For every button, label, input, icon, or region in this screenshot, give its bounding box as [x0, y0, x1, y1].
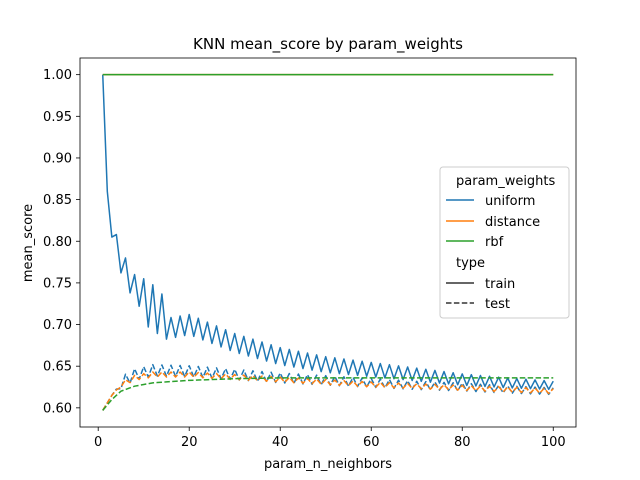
legend-title-type: type	[456, 256, 485, 271]
legend-label-test: test	[485, 297, 510, 312]
legend-title-weights: param_weights	[456, 174, 556, 189]
x-tick-label: 20	[181, 435, 198, 450]
legend-label-train: train	[485, 277, 515, 292]
y-tick-label: 0.85	[43, 193, 72, 208]
y-tick-label: 0.75	[43, 276, 72, 291]
x-axis-ticks: 0 20 40 60 80 100	[94, 427, 566, 450]
legend-label-rbf: rbf	[485, 235, 504, 250]
plot-lines	[102, 73, 554, 411]
x-tick-label: 0	[94, 435, 102, 450]
x-tick-label: 80	[454, 435, 471, 450]
series-line-uniform-test	[102, 363, 554, 411]
x-axis-label: param_n_neighbors	[264, 457, 392, 472]
y-tick-label: 0.95	[43, 110, 72, 125]
y-tick-label: 0.90	[43, 151, 72, 166]
y-tick-label: 1.00	[43, 68, 72, 83]
y-tick-label: 0.80	[43, 235, 72, 250]
y-tick-label: 0.70	[43, 318, 72, 333]
y-axis-label: mean_score	[21, 204, 36, 282]
x-tick-label: 60	[363, 435, 380, 450]
legend: param_weights uniform distance rbf type …	[439, 166, 570, 319]
x-tick-label: 40	[272, 435, 289, 450]
plot-frame	[79, 57, 577, 428]
series-line-uniform-train	[102, 74, 554, 391]
y-tick-label: 0.60	[43, 401, 72, 416]
legend-label-distance: distance	[485, 215, 540, 230]
legend-label-uniform: uniform	[485, 194, 535, 209]
chart-title: KNN mean_score by param_weights	[193, 35, 463, 54]
x-tick-label: 100	[541, 435, 566, 450]
series-line-distance-test	[102, 371, 554, 411]
y-tick-label: 0.65	[43, 360, 72, 375]
legend-box	[439, 166, 570, 319]
y-axis-ticks: 0.60 0.65 0.70 0.75 0.80 0.85 0.90 0.95 1.00	[43, 68, 80, 416]
